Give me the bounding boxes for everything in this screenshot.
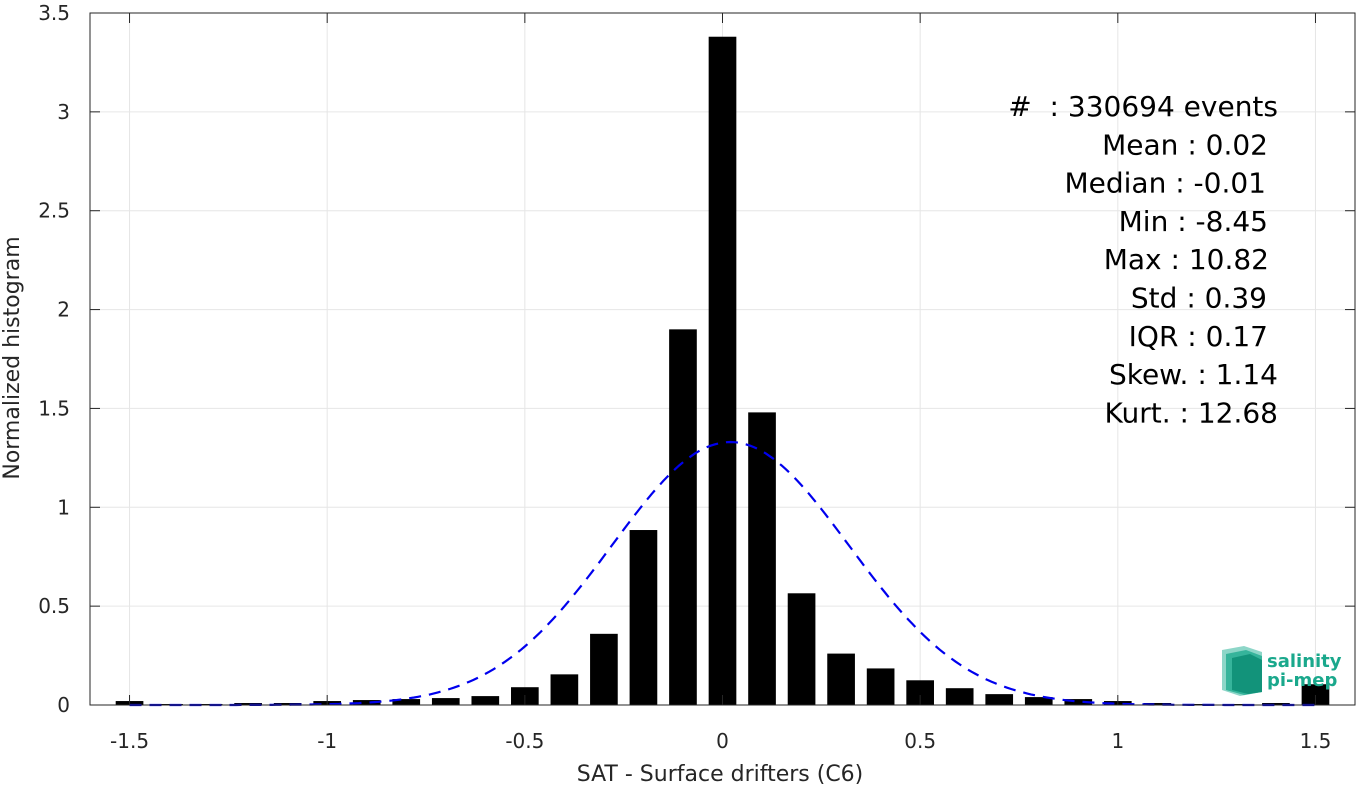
- y-tick-label: 1.5: [38, 396, 70, 420]
- y-tick-label: 0.5: [38, 594, 70, 618]
- histogram-bar: [431, 698, 460, 705]
- x-tick-label: 0: [716, 729, 729, 753]
- stat-line: # : 330694 events: [1008, 90, 1278, 123]
- histogram-bar: [985, 694, 1014, 705]
- histogram-bar: [1301, 684, 1330, 705]
- histogram-bar: [945, 688, 974, 705]
- logo-text-salinity: salinity: [1267, 651, 1342, 672]
- x-tick-label: 0.5: [904, 729, 936, 753]
- statistics-annotation: # : 330694 events Mean : 0.02 Median : -0.…: [1008, 90, 1278, 429]
- x-tick-label: -0.5: [505, 729, 544, 753]
- histogram-bar: [234, 703, 262, 705]
- histogram-bar: [352, 700, 381, 705]
- stat-line: Median : -0.01: [1064, 167, 1266, 200]
- y-tick-label: 0: [57, 693, 70, 717]
- y-tick-label: 3.5: [38, 1, 70, 25]
- histogram-bar: [748, 412, 776, 705]
- y-tick-label: 1: [57, 495, 70, 519]
- histogram-bar: [590, 633, 618, 705]
- y-tick-label: 3: [57, 100, 70, 124]
- stat-line: IQR : 0.17: [1129, 320, 1268, 353]
- y-tick-label: 2.5: [38, 199, 70, 223]
- x-tick-labels: -1.5 -1 -0.5 0 0.5 1 1.5: [110, 729, 1331, 753]
- stat-line: Max : 10.82: [1104, 243, 1269, 276]
- x-axis-label: SAT - Surface drifters (C6): [577, 762, 864, 785]
- x-tick-label: -1: [317, 729, 337, 753]
- logo-text-pi-mep: pi-mep: [1267, 670, 1337, 691]
- salinity-pi-mep-logo: salinity pi-mep: [1222, 646, 1342, 696]
- histogram-bar: [1064, 699, 1093, 705]
- stat-line: Std : 0.39: [1131, 282, 1267, 315]
- histogram-bar: [273, 703, 302, 705]
- histogram-bar: [550, 674, 579, 705]
- y-tick-label: 2: [57, 298, 70, 322]
- histogram-bar: [1143, 703, 1172, 705]
- histogram-bar: [669, 329, 697, 705]
- logo-mark-icon: [1222, 646, 1262, 696]
- histogram-bar: [1262, 703, 1290, 705]
- histogram-bar: [1024, 697, 1053, 705]
- stat-line: Skew. : 1.14: [1109, 358, 1278, 391]
- histogram-bar: [471, 696, 500, 705]
- histogram-bars: [115, 36, 1330, 706]
- y-axis-label: Normalized histogram: [0, 236, 25, 479]
- x-tick-label: 1.5: [1300, 729, 1332, 753]
- x-tick-label: 1: [1111, 729, 1124, 753]
- y-tick-labels: 0 0.5 1 1.5 2 2.5 3 3.5: [38, 1, 70, 717]
- axis-ticks: [90, 12, 1355, 706]
- stat-line: Mean : 0.02: [1102, 128, 1268, 161]
- histogram-bar: [392, 699, 421, 705]
- histogram-bar: [866, 668, 895, 705]
- stat-line: Min : -8.45: [1119, 205, 1268, 238]
- stat-line: Kurt. : 12.68: [1105, 396, 1279, 429]
- histogram-bar: [708, 36, 737, 706]
- histogram-bar: [787, 593, 816, 705]
- histogram-bar: [629, 530, 658, 705]
- histogram-bar: [827, 653, 855, 705]
- x-tick-label: -1.5: [110, 729, 149, 753]
